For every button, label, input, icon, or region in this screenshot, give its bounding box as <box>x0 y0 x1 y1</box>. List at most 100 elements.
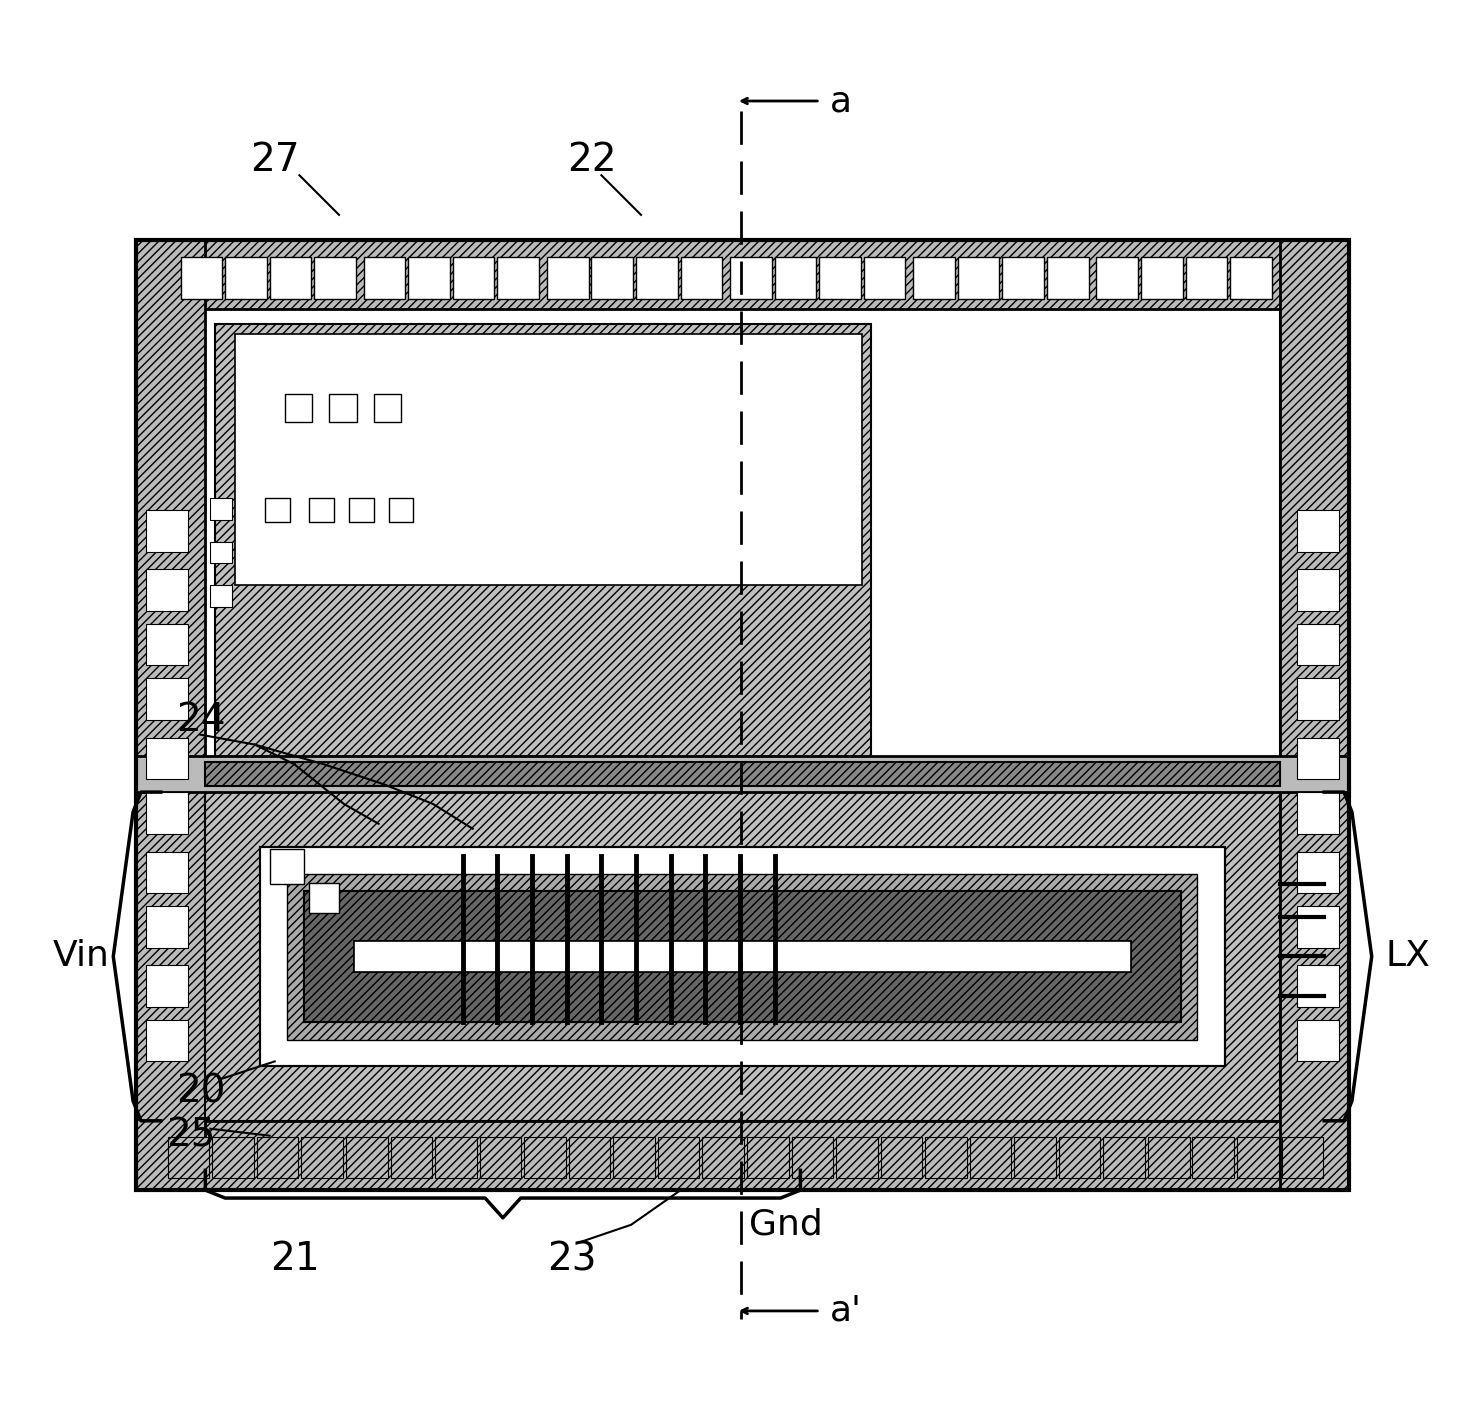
Bar <box>145 851 187 894</box>
Bar <box>363 257 405 299</box>
Bar <box>1298 965 1339 1007</box>
Bar <box>819 257 860 299</box>
Bar <box>260 847 1225 1066</box>
Bar <box>1298 569 1339 611</box>
Bar <box>1237 1137 1278 1179</box>
Bar <box>592 257 633 299</box>
Bar <box>145 679 187 719</box>
Bar <box>1096 257 1137 299</box>
Text: 27: 27 <box>249 142 300 180</box>
Bar <box>304 891 1180 1021</box>
Bar <box>354 940 1132 972</box>
Bar <box>435 1137 476 1179</box>
Bar <box>136 240 1350 1190</box>
Bar <box>265 497 289 523</box>
Bar <box>205 309 1280 774</box>
Bar <box>374 393 402 422</box>
Bar <box>145 510 187 552</box>
Bar <box>260 847 1225 1066</box>
Bar <box>1298 906 1339 947</box>
Bar <box>914 257 955 299</box>
Bar <box>547 257 589 299</box>
Text: 22: 22 <box>567 142 617 180</box>
Bar <box>136 756 1350 792</box>
Bar <box>389 497 414 523</box>
Bar <box>286 874 1197 1040</box>
Bar <box>925 1137 967 1179</box>
Bar <box>136 240 1350 309</box>
Bar <box>310 497 334 523</box>
Bar <box>479 1137 521 1179</box>
Bar <box>145 906 187 947</box>
Text: a': a' <box>830 1294 862 1328</box>
Bar <box>1140 257 1182 299</box>
Bar <box>211 497 231 520</box>
Bar <box>136 1121 1350 1190</box>
Bar <box>452 257 494 299</box>
Bar <box>212 1137 254 1179</box>
Bar <box>354 940 1132 972</box>
Bar <box>1148 1137 1189 1179</box>
Bar <box>568 1137 611 1179</box>
Bar <box>836 1137 878 1179</box>
Bar <box>497 257 538 299</box>
Bar <box>681 257 722 299</box>
Bar <box>168 1137 209 1179</box>
Bar <box>211 541 231 563</box>
Bar <box>958 257 1000 299</box>
Bar <box>614 1137 655 1179</box>
Bar <box>1192 1137 1234 1179</box>
Bar <box>863 257 905 299</box>
Bar <box>346 1137 387 1179</box>
Bar <box>703 1137 744 1179</box>
Bar <box>1298 792 1339 833</box>
Bar <box>1047 257 1089 299</box>
Text: Vin: Vin <box>53 940 110 974</box>
Text: LX: LX <box>1387 940 1431 974</box>
Bar <box>1298 851 1339 894</box>
Bar <box>285 393 313 422</box>
Bar <box>181 257 222 299</box>
Text: 21: 21 <box>270 1241 319 1279</box>
Bar <box>881 1137 922 1179</box>
Bar <box>1059 1137 1100 1179</box>
Bar <box>1298 738 1339 780</box>
Bar <box>970 1137 1011 1179</box>
Bar <box>1298 510 1339 552</box>
Text: 25: 25 <box>166 1117 215 1155</box>
Bar <box>145 624 187 666</box>
Bar <box>1229 257 1272 299</box>
Bar <box>205 792 1280 1121</box>
Bar <box>1185 257 1226 299</box>
Bar <box>145 738 187 780</box>
Bar <box>1280 240 1350 1190</box>
Bar <box>792 1137 833 1179</box>
Text: a: a <box>830 84 853 118</box>
Bar <box>1014 1137 1056 1179</box>
Bar <box>390 1137 432 1179</box>
Bar <box>1281 1137 1323 1179</box>
Bar <box>257 1137 298 1179</box>
Bar <box>215 323 872 760</box>
Bar <box>747 1137 789 1179</box>
Bar <box>774 257 816 299</box>
Bar <box>636 257 678 299</box>
Bar <box>301 1137 343 1179</box>
Bar <box>1103 1137 1145 1179</box>
Text: Gnd: Gnd <box>749 1208 823 1242</box>
Bar <box>730 257 771 299</box>
Text: 23: 23 <box>547 1241 596 1279</box>
Bar <box>329 393 357 422</box>
Text: 20: 20 <box>175 1072 225 1110</box>
Bar <box>1298 1020 1339 1061</box>
Bar <box>145 569 187 611</box>
Bar <box>270 257 311 299</box>
Bar <box>270 850 304 884</box>
Bar <box>304 891 1180 1021</box>
Bar <box>1298 624 1339 666</box>
Bar <box>236 333 862 584</box>
Bar <box>658 1137 700 1179</box>
Bar <box>211 584 231 607</box>
Bar <box>408 257 449 299</box>
Text: 24: 24 <box>175 701 225 739</box>
